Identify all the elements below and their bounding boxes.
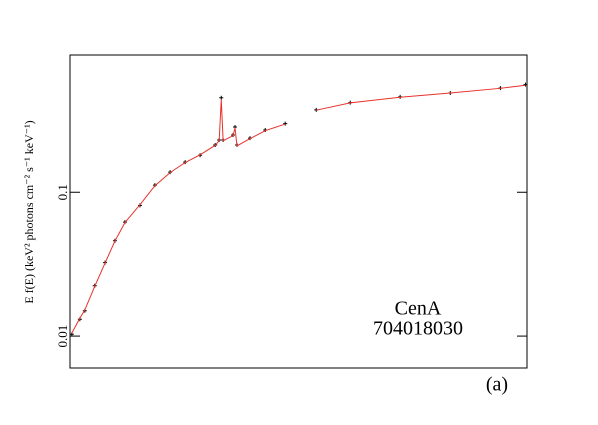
annotation: (a) xyxy=(486,374,508,396)
data-point xyxy=(283,121,288,126)
data-point xyxy=(219,95,224,100)
annotation: CenA xyxy=(395,298,442,320)
y-tick-label: 0.1 xyxy=(55,184,70,200)
plot-frame xyxy=(69,54,528,369)
y-axis-label: E f(E) (keV² photons cm⁻² s⁻¹ keV⁻¹) xyxy=(22,120,36,303)
model-line xyxy=(71,84,526,334)
data-point xyxy=(523,82,528,87)
annotation: 704018030 xyxy=(373,318,463,340)
y-tick-label: 0.01 xyxy=(55,325,70,348)
